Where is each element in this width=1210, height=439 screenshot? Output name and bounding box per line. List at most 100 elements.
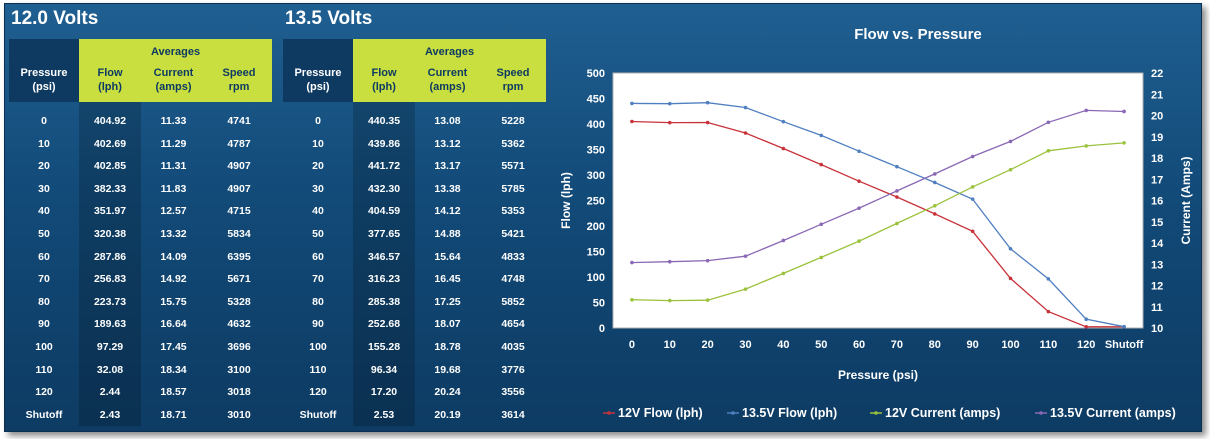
data-point: [895, 195, 899, 199]
current-cell: 13.32: [160, 228, 187, 240]
speed-cell: 4748: [501, 273, 525, 286]
table-row: 40 404.59 14.12 5353: [283, 200, 546, 223]
y-tick-label: 350: [587, 145, 605, 157]
pressure-cell: 50: [38, 228, 50, 240]
x-tick-label: 30: [739, 339, 751, 351]
flow-cell: 404.92: [93, 115, 127, 127]
data-point: [895, 164, 899, 169]
table-row: 20 441.72 13.17 5571: [283, 155, 546, 178]
flow-cell: 382.33: [93, 182, 127, 195]
data-point: [781, 119, 786, 124]
speed-cell: 3696: [227, 341, 251, 353]
data-point: [1084, 144, 1089, 148]
table-row: 70 256.83 14.92 5671: [9, 268, 272, 291]
current-cell: 16.45: [434, 273, 461, 286]
data-point: [932, 172, 937, 176]
data-point: [1122, 324, 1126, 329]
data-point: [932, 204, 937, 208]
legend-marker: [731, 411, 735, 415]
speed-cell: 6395: [227, 250, 251, 263]
current-cell: 13.08: [434, 115, 461, 127]
table-row: 100 155.28 18.78 4035: [283, 336, 546, 359]
y2-tick-label: 12: [1151, 281, 1163, 293]
current-cell: 17.45: [160, 341, 187, 353]
table-title: 12.0 Volts: [11, 8, 99, 29]
data-point: [743, 131, 748, 135]
current-cell: 18.57: [160, 386, 187, 399]
y2-tick-label: 20: [1151, 111, 1163, 123]
speed-cell: 4907: [227, 182, 251, 195]
y2-tick-label: 14: [1151, 238, 1164, 250]
y2-tick-label: 22: [1151, 68, 1163, 80]
data-point: [705, 258, 710, 263]
speed-cell: 4907: [227, 160, 251, 173]
flow-cell: 316.23: [367, 273, 401, 286]
y2-tick-label: 17: [1151, 174, 1163, 186]
table-row: 30 432.30 13.38 5785: [283, 178, 546, 201]
chart-title: Flow vs. Pressure: [854, 26, 982, 43]
pressure-cell: 120: [309, 386, 327, 399]
current-cell: 20.19: [434, 408, 461, 421]
x-tick-label: Shutoff: [1105, 339, 1144, 351]
data-point: [743, 254, 748, 258]
y2-axis-label: Current (Amps): [1179, 156, 1193, 244]
current-cell: 13.17: [434, 160, 461, 173]
data-point: [630, 119, 634, 124]
x-tick-label: 60: [853, 339, 865, 351]
flow-cell: 377.65: [367, 228, 401, 240]
y2-tick-label: 16: [1151, 196, 1163, 208]
pressure-cell: Shutoff: [299, 408, 337, 421]
pressure-cell: 70: [38, 273, 50, 286]
data-point: [857, 149, 861, 154]
pressure-cell: 10: [38, 137, 50, 150]
pressure-cell: 70: [312, 273, 324, 286]
data-point: [895, 221, 899, 226]
x-tick-label: 80: [929, 339, 941, 351]
data-point: [932, 212, 937, 216]
flow-column-shade: [353, 102, 415, 427]
data-point: [743, 105, 748, 110]
legend-entry: 13.5V Flow (lph): [742, 406, 837, 420]
current-cell: 17.25: [434, 295, 461, 308]
data-point: [705, 120, 710, 125]
flow-cell: 441.72: [367, 160, 401, 173]
table-row: 60 287.86 14.09 6395: [9, 246, 272, 269]
speed-cell: 5571: [501, 160, 525, 173]
y-tick-label: 400: [587, 119, 605, 131]
data-point: [819, 222, 824, 227]
speed-cell: 3010: [227, 408, 251, 421]
pressure-cell: 60: [38, 250, 50, 263]
current-cell: 18.34: [160, 363, 187, 376]
table-title: 13.5 Volts: [285, 8, 373, 29]
current-cell: 11.83: [160, 182, 187, 195]
flow-cell: 2.43: [99, 408, 121, 421]
flow-vs-pressure-chart: Flow vs. Pressure05010015020025030035040…: [559, 26, 1193, 420]
y-tick-label: 500: [587, 68, 605, 80]
pressure-cell: 30: [38, 182, 50, 195]
flow-cell: 2.53: [373, 408, 395, 421]
y2-tick-label: 18: [1151, 153, 1163, 165]
pressure-cell: 110: [309, 363, 327, 376]
speed-cell: 3776: [501, 363, 525, 376]
current-cell: 13.12: [434, 137, 461, 150]
data-point: [1008, 139, 1013, 144]
data-point: [705, 298, 710, 302]
speed-cell: 5785: [501, 182, 525, 195]
data-point: [667, 120, 672, 125]
data-point: [667, 298, 672, 303]
x-tick-label: 40: [777, 339, 789, 351]
table-row: 90 189.63 16.64 4632: [9, 313, 272, 336]
current-cell: 14.09: [160, 250, 187, 263]
pressure-cell: 100: [309, 341, 327, 353]
speed-cell: 4787: [227, 137, 251, 150]
pressure-cell: 100: [35, 341, 53, 353]
speed-cell: 5362: [501, 137, 525, 150]
averages-header: [79, 39, 272, 102]
x-tick-label: 90: [967, 339, 979, 351]
pressure-cell: 120: [35, 386, 53, 399]
table-row: 90 252.68 18.07 4654: [283, 313, 546, 336]
data-point: [1046, 309, 1051, 314]
averages-header: [353, 39, 546, 102]
pressure-cell: 40: [38, 205, 50, 218]
data-point: [781, 271, 786, 276]
